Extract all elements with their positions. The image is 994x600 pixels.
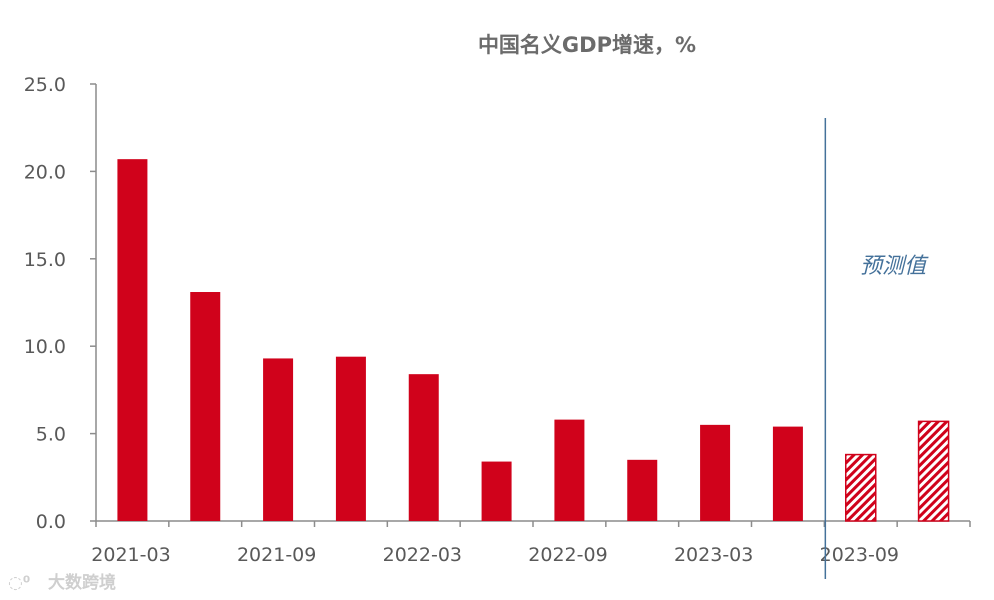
- bar: [481, 461, 512, 521]
- bar: [554, 419, 585, 521]
- bar: [408, 374, 439, 521]
- watermark: ◌⁰ 大数跨境: [8, 572, 116, 593]
- watermark-logo-icon: ◌⁰: [8, 573, 30, 593]
- x-tick-labels: 2021-03 2021-09 2022-03 2022-09 2023-03 2023-…: [91, 544, 899, 566]
- bar-forecast: [917, 420, 950, 522]
- bar: [772, 426, 803, 521]
- y-tick-label: 15.0: [24, 249, 66, 271]
- x-tick-label: 2022-09: [528, 544, 607, 566]
- chart-title: 中国名义GDP增速，%: [478, 33, 696, 57]
- bar: [117, 159, 148, 521]
- x-tick-label: 2023-03: [674, 544, 753, 566]
- y-tick-label: 5.0: [36, 424, 66, 446]
- x-tick-label: 2023-09: [820, 544, 899, 566]
- bar: [263, 358, 294, 521]
- bars-group: [117, 159, 950, 522]
- y-tick-label: 25.0: [24, 74, 66, 96]
- bar: [335, 356, 366, 521]
- bar: [190, 292, 221, 521]
- axes: [90, 83, 971, 527]
- y-tick-label: 10.0: [24, 336, 66, 358]
- y-tick-label: 20.0: [24, 161, 66, 183]
- forecast-label: 预测值: [860, 254, 929, 279]
- x-tick-label: 2021-09: [237, 544, 316, 566]
- bar: [700, 424, 731, 521]
- y-tick-labels: 0.0 5.0 10.0 15.0 20.0 25.0: [24, 74, 66, 533]
- y-tick-label: 0.0: [36, 511, 66, 533]
- x-tick-label: 2021-03: [91, 544, 170, 566]
- x-tick-label: 2022-03: [383, 544, 462, 566]
- bar: [627, 459, 658, 521]
- watermark-text: 大数跨境: [48, 572, 116, 593]
- bar-forecast: [845, 453, 877, 522]
